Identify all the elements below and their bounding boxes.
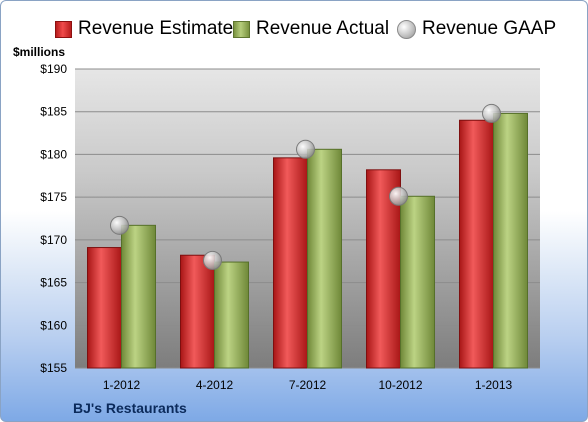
y-axis-unit-label: $millions bbox=[13, 45, 66, 59]
x-tick-label: 1-2013 bbox=[475, 378, 513, 392]
bars bbox=[87, 112, 528, 369]
legend-swatch-estimate bbox=[55, 20, 72, 38]
legend-label-gaap: Revenue GAAP bbox=[422, 18, 557, 39]
x-tick-label: 1-2012 bbox=[103, 378, 141, 392]
y-axis-ticks: $155 $160 $165 $170 $175 $180 $185 $190 bbox=[40, 62, 67, 375]
bar-estimate bbox=[273, 157, 308, 369]
y-tick-label: $160 bbox=[40, 318, 67, 332]
bar-actual bbox=[121, 224, 156, 369]
bar-actual bbox=[493, 112, 528, 369]
bar-estimate bbox=[87, 247, 122, 369]
company-name: BJ's Restaurants bbox=[73, 400, 187, 416]
bar-estimate bbox=[459, 119, 494, 369]
y-tick-label: $180 bbox=[40, 147, 67, 161]
legend-swatch-actual bbox=[233, 20, 250, 38]
marker-gaap bbox=[296, 139, 315, 159]
legend-item-estimate: Revenue Estimate bbox=[55, 15, 233, 43]
bar-estimate bbox=[180, 254, 215, 369]
y-tick-label: $175 bbox=[40, 190, 67, 204]
legend-marker-gaap bbox=[397, 19, 416, 39]
bar-actual bbox=[307, 148, 342, 369]
legend-label-estimate: Revenue Estimate bbox=[78, 18, 234, 39]
bar-actual bbox=[214, 261, 249, 369]
bar-actual bbox=[400, 195, 435, 369]
y-tick-label: $190 bbox=[40, 62, 67, 76]
y-tick-label: $155 bbox=[40, 361, 67, 375]
legend: Revenue Estimate Revenue Actual Revenue … bbox=[1, 15, 587, 45]
legend-item-gaap: Revenue GAAP bbox=[397, 15, 556, 43]
x-tick-label: 7-2012 bbox=[289, 378, 327, 392]
x-axis-labels: 1-2012 4-2012 7-2012 10-2012 1-2013 bbox=[103, 378, 513, 392]
marker-gaap bbox=[389, 186, 408, 206]
y-tick-label: $165 bbox=[40, 276, 67, 290]
legend-label-actual: Revenue Actual bbox=[256, 18, 390, 39]
gaap-markers bbox=[110, 103, 501, 270]
y-tick-label: $185 bbox=[40, 105, 67, 119]
marker-gaap bbox=[203, 250, 222, 270]
marker-gaap bbox=[482, 103, 501, 123]
y-tick-label: $170 bbox=[40, 233, 67, 247]
legend-item-actual: Revenue Actual bbox=[233, 15, 389, 43]
marker-gaap bbox=[110, 215, 129, 235]
x-tick-label: 10-2012 bbox=[378, 378, 422, 392]
x-tick-label: 4-2012 bbox=[196, 378, 234, 392]
